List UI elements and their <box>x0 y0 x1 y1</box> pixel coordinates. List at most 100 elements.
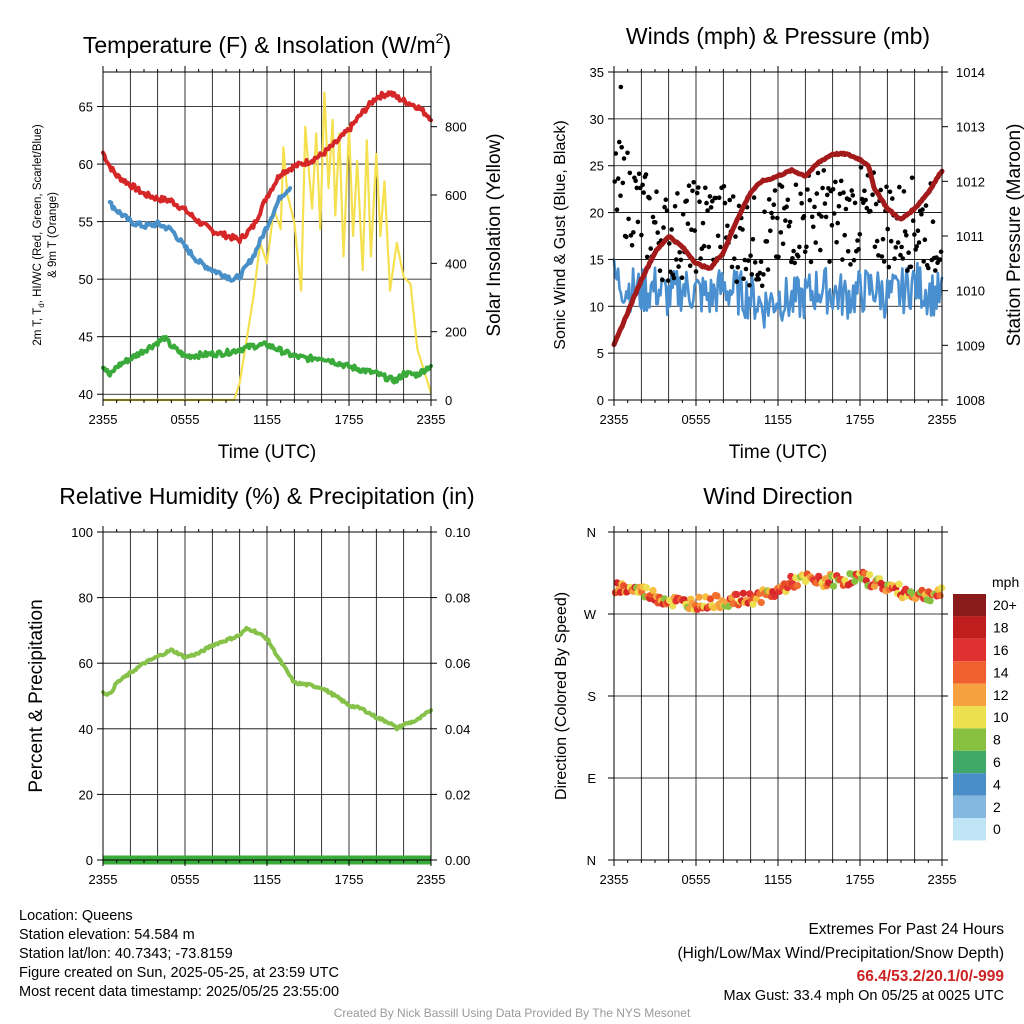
gust-point <box>620 180 626 186</box>
gust-point <box>811 224 816 230</box>
gust-point <box>686 183 692 188</box>
gust-point <box>921 259 926 264</box>
gust-point <box>625 150 630 156</box>
gust-point <box>644 254 650 260</box>
y2-tick-label: 400 <box>445 256 467 271</box>
gust-point <box>801 214 807 219</box>
gust-point <box>862 188 867 194</box>
gust-point <box>750 237 756 242</box>
max-gust-point <box>618 84 624 90</box>
gust-point <box>730 194 736 199</box>
y2-tick-label: 0.00 <box>445 853 470 868</box>
gust-point <box>734 279 739 285</box>
winds-xlabel: Time (UTC) <box>729 442 828 463</box>
gust-point <box>732 256 737 262</box>
y2-tick-label: 0 <box>445 393 452 408</box>
y-tick-label: 55 <box>79 215 93 230</box>
x-tick-label: 0555 <box>682 412 711 427</box>
most-recent-data: Most recent data timestamp: 2025/05/25 2… <box>19 984 340 1000</box>
gust-point <box>680 212 686 217</box>
x-tick-label: 1755 <box>335 872 364 887</box>
colorbar-title: mph <box>992 574 1019 590</box>
gust-point <box>627 170 633 176</box>
colorbar-swatch <box>953 594 986 617</box>
gust-point <box>797 244 802 250</box>
direction-point <box>936 591 944 600</box>
gust-point <box>698 256 703 261</box>
y2-tick-label: 0.08 <box>445 591 470 606</box>
gust-point <box>899 244 904 250</box>
x-tick-label: 2355 <box>928 872 957 887</box>
y-tick-label: 15 <box>590 252 604 267</box>
gust-point <box>647 195 652 201</box>
colorbar-label: 16 <box>993 642 1009 658</box>
gust-point <box>687 263 693 269</box>
gust-point <box>725 223 730 229</box>
direction-point <box>851 577 859 585</box>
gust-point <box>795 254 801 259</box>
gust-point <box>640 182 645 188</box>
gust-point <box>900 256 906 261</box>
gust-point <box>857 232 863 237</box>
gust-point <box>872 244 878 250</box>
gust-point <box>840 257 845 262</box>
y-tick-label: 60 <box>79 157 93 172</box>
y2-tick-label: 800 <box>445 120 467 135</box>
y-tick-label: 0 <box>597 393 604 408</box>
gust-point <box>675 191 680 196</box>
gust-point <box>914 244 919 249</box>
x-tick-label: 1155 <box>764 412 792 427</box>
temperature-ylabel-b: , HI/WC (Red, Green, Scarlet/Blue) <box>32 124 44 303</box>
gust-point <box>779 184 785 189</box>
gust-point <box>834 240 839 245</box>
x-tick-label: 1755 <box>335 412 364 427</box>
gust-point <box>836 204 842 209</box>
gust-point <box>892 256 897 262</box>
gust-point <box>908 264 914 270</box>
gust-point <box>785 197 791 203</box>
gust-point <box>895 240 901 245</box>
y-tick-label: 100 <box>71 525 93 540</box>
direction-point <box>739 589 747 597</box>
gust-point <box>784 204 789 209</box>
gust-point <box>654 189 659 194</box>
direction-panel: Wind Direction 2355 0555 1155 1755 2355 N E S W N… <box>553 483 1019 887</box>
direction-grid <box>613 531 943 861</box>
gust-point <box>821 168 827 173</box>
direction-point <box>866 571 874 579</box>
colorbar-swatch <box>953 616 986 639</box>
direction-tick-label: N <box>587 853 596 868</box>
gust-point <box>768 228 773 234</box>
temperature-grid <box>102 72 432 400</box>
colorbar-swatch <box>953 728 986 751</box>
gust-point <box>915 228 921 233</box>
gust-point <box>667 241 672 246</box>
extremes-title: Extremes For Past 24 Hours <box>808 921 1004 938</box>
gust-point <box>660 277 665 283</box>
temperature-title-suffix: ) <box>443 32 451 58</box>
gust-point <box>749 272 755 277</box>
x-tick-label: 2355 <box>417 872 446 887</box>
gust-point <box>679 275 685 281</box>
gust-point <box>635 219 641 225</box>
gust-point <box>815 170 821 176</box>
gust-point <box>838 178 844 184</box>
gust-point <box>741 276 746 282</box>
temperature-ylabel-a: 2m T, T <box>32 308 44 346</box>
y2-tick-label: 200 <box>445 325 467 340</box>
gust-point <box>672 204 678 209</box>
gust-point <box>736 203 742 209</box>
winds-ticks: 2355 0555 1155 1755 2355 0 5 10 15 20 25 30 35 1008 10… <box>590 65 985 427</box>
gust-point <box>843 206 849 212</box>
y2-tick-label: 0.06 <box>445 656 470 671</box>
colorbar-label: 12 <box>993 687 1009 703</box>
colorbar-swatch <box>953 818 986 841</box>
gust-point <box>716 195 722 200</box>
gust-point <box>887 189 893 195</box>
y-tick-label: 45 <box>79 330 93 345</box>
gust-point <box>756 276 761 282</box>
winds-grid <box>613 71 943 401</box>
gust-point <box>870 192 875 197</box>
gust-point <box>923 203 929 208</box>
x-tick-label: 2355 <box>417 412 446 427</box>
